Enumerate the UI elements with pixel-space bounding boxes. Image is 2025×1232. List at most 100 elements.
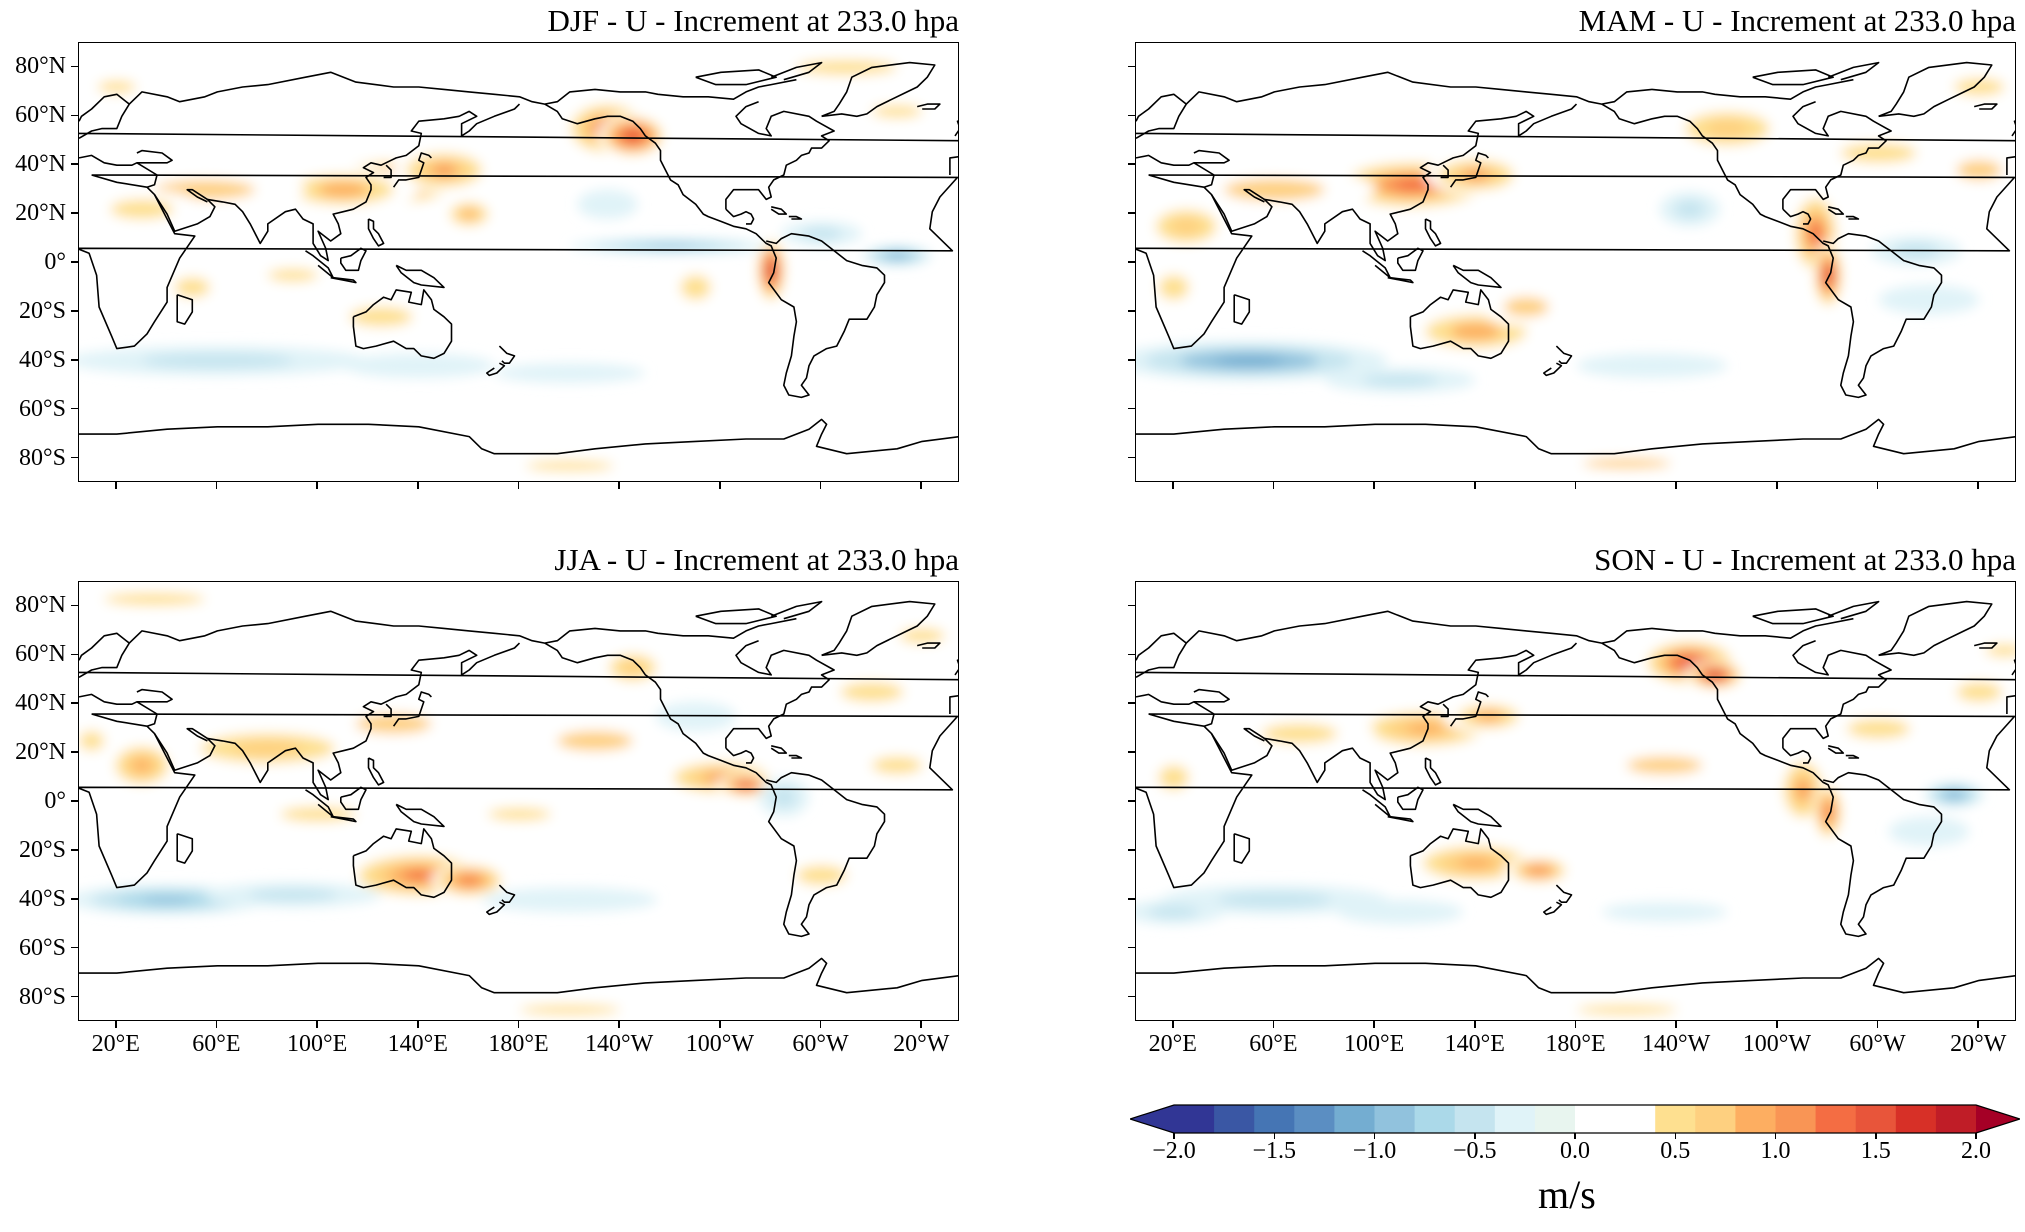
coastline <box>339 247 367 272</box>
anomaly-contour <box>1626 756 1703 774</box>
coastline <box>1974 642 1998 649</box>
lon-label: 20°W <box>893 1031 950 1057</box>
anomaly-contour <box>1956 682 2002 702</box>
lon-tick <box>1776 1021 1778 1028</box>
colorbar-segment <box>1735 1105 1777 1133</box>
anomaly-contour <box>680 275 711 300</box>
anomaly-contour <box>1473 710 1504 723</box>
coastline <box>79 154 158 188</box>
anomaly-contour <box>1847 718 1911 739</box>
lat-tick <box>1128 995 1135 998</box>
coastline <box>788 754 803 759</box>
coastline <box>1542 362 1563 377</box>
colorbar-segment <box>1855 1105 1897 1133</box>
anomaly-contour <box>621 661 645 675</box>
coastline <box>770 206 788 215</box>
lon-tick <box>1373 1021 1375 1028</box>
lat-tick <box>1128 456 1135 459</box>
coastline <box>954 120 958 142</box>
lat-label: 40°S <box>19 346 66 373</box>
lat-tick <box>71 898 78 900</box>
lat-tick <box>71 946 78 949</box>
lon-tick <box>819 482 822 489</box>
lon-label: 140°W <box>585 1031 654 1057</box>
anomaly-contour <box>1576 353 1728 378</box>
anomaly-contour <box>1362 374 1439 387</box>
colorbar-tick-label: −1.5 <box>1252 1138 1297 1164</box>
lat-tick <box>1128 946 1135 949</box>
lat-label: 80°S <box>19 444 66 471</box>
lat-tick <box>71 800 78 802</box>
colorbar: −2.0 −1.5 −1.0 −0.5 0.0 0.5 1.0 1.5 2.0 m/s <box>1130 1099 2020 1219</box>
colorbar-segment <box>1494 1105 1536 1133</box>
coastline <box>917 103 941 110</box>
colorbar-tick-label: −2.0 <box>1152 1138 1196 1164</box>
coastline <box>1136 154 1215 188</box>
coastline <box>1878 61 1993 118</box>
lat-label: 80°S <box>19 983 66 1010</box>
anomaly-contour <box>133 759 151 772</box>
lon-tick <box>1776 482 1778 489</box>
lon-label: 180°E <box>1545 1031 1606 1057</box>
lon-tick <box>215 1021 218 1028</box>
anomaly-contour <box>481 887 658 912</box>
coastline <box>1878 600 1993 657</box>
colorbar-tick-label: −1.0 <box>1352 1138 1397 1164</box>
coastline <box>2011 120 2015 142</box>
lat-tick <box>71 65 78 68</box>
lat-tick <box>1128 604 1135 607</box>
colorbar-segment <box>1534 1105 1576 1133</box>
lon-tick <box>115 1021 117 1028</box>
colorbar-tick <box>1975 1133 1977 1139</box>
lat-tick <box>71 261 78 263</box>
coastline <box>821 600 936 657</box>
coastline <box>207 103 521 262</box>
anomaly-contour <box>796 60 898 75</box>
coastline <box>1233 294 1251 325</box>
lat-label: 60°N <box>15 641 66 668</box>
coastline <box>305 250 334 279</box>
coastline <box>695 608 778 625</box>
anomaly-contour <box>431 164 457 176</box>
lat-tick <box>1128 359 1135 361</box>
coastline <box>1362 250 1391 279</box>
anomaly-contour <box>318 182 369 198</box>
lon-tick <box>417 482 419 489</box>
anomaly-contour <box>1148 905 1199 919</box>
coastline <box>395 803 445 828</box>
coastlines <box>1136 600 2015 994</box>
anomaly-contour <box>1582 458 1671 469</box>
coastline <box>383 703 392 718</box>
coastline <box>1827 61 1880 81</box>
lat-label: 20°N <box>15 739 66 766</box>
coastline <box>1845 215 1860 220</box>
coastline <box>1185 610 1602 644</box>
lon-tick <box>316 1021 318 1028</box>
lon-label: 100°E <box>1343 1031 1405 1057</box>
coastline <box>1233 833 1251 864</box>
coastline <box>1136 713 2015 889</box>
lat-label: 20°S <box>19 297 66 324</box>
lon-label: 60°E <box>192 1031 241 1057</box>
anomaly-contour <box>645 244 696 248</box>
coastline <box>1974 103 1998 110</box>
lat-label: 20°N <box>15 200 66 227</box>
anomaly-contour <box>769 265 774 276</box>
coastline <box>1136 693 1215 727</box>
lat-tick <box>71 604 78 607</box>
lat-label: 80°N <box>15 592 66 619</box>
lat-tick <box>1128 702 1135 704</box>
coastline <box>1409 828 1510 899</box>
colorbar-segment <box>1294 1105 1335 1133</box>
anomaly-contour <box>403 870 434 881</box>
lat-tick <box>71 163 78 165</box>
lon-tick <box>1172 482 1174 489</box>
anomaly-contour <box>97 80 136 94</box>
colorbar-segment <box>1895 1105 1937 1133</box>
lon-tick <box>1876 1021 1879 1028</box>
coastline <box>367 757 385 786</box>
lat-tick <box>71 114 78 117</box>
colorbar-tick-label: 0.5 <box>1660 1138 1691 1164</box>
lat-tick <box>71 751 78 753</box>
colorbar-unit-label: m/s <box>1538 1172 1596 1217</box>
